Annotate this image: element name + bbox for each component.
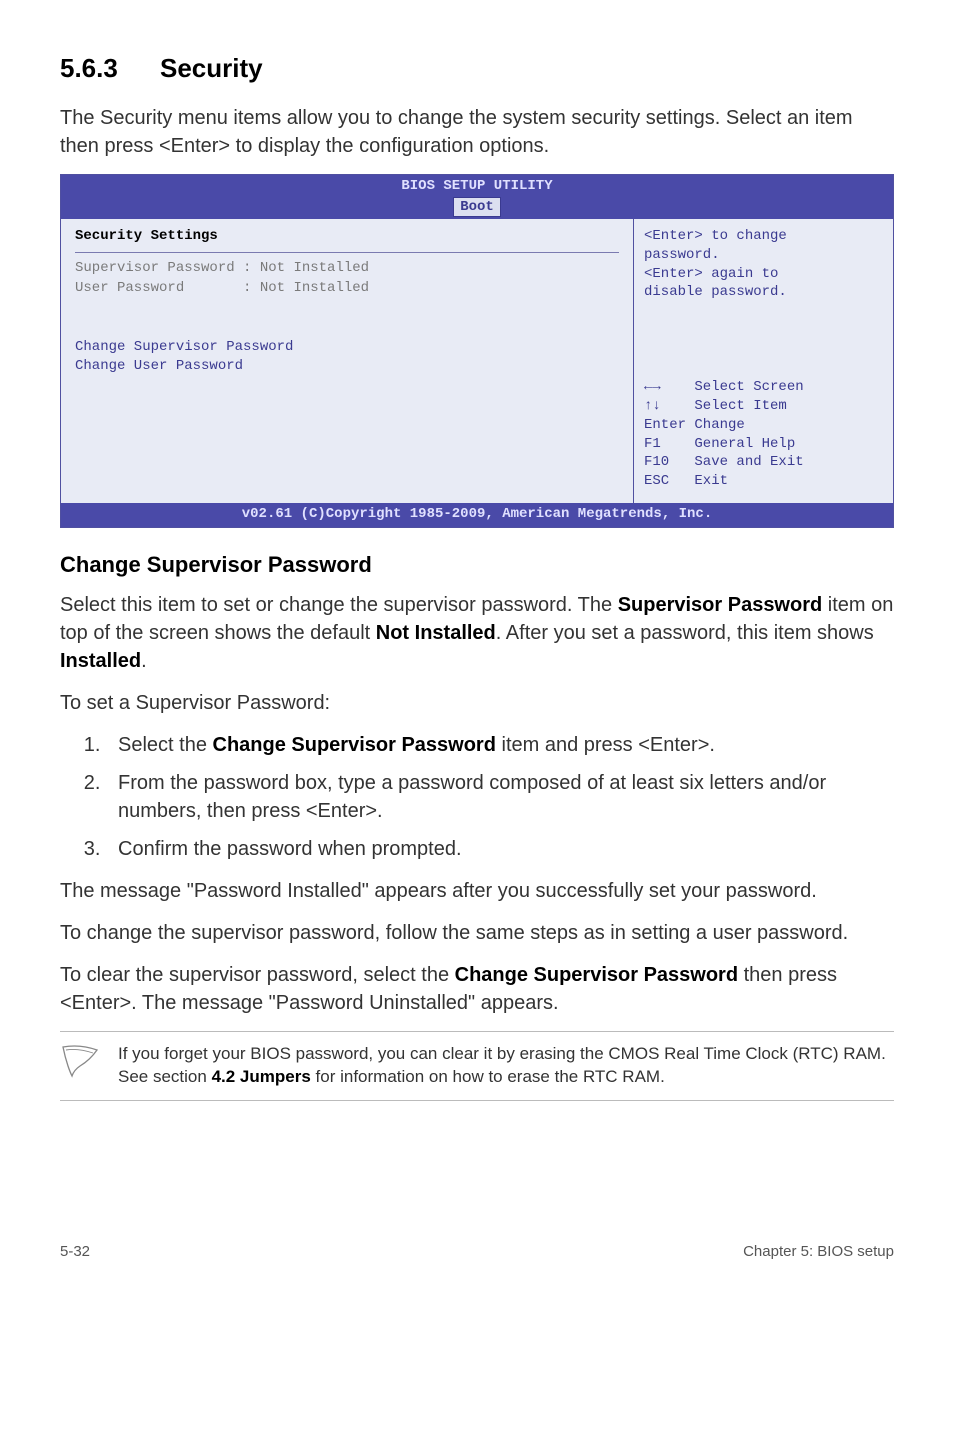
text-bold: Change Supervisor Password bbox=[213, 734, 496, 756]
text-bold: Not Installed bbox=[376, 622, 496, 644]
subheading-change-supervisor: Change Supervisor Password bbox=[60, 550, 894, 581]
bios-screenshot: BIOS SETUP UTILITY Boot Security Setting… bbox=[60, 174, 894, 527]
bios-sup-pw-value: Not Installed bbox=[260, 260, 369, 276]
note-block: If you forget your BIOS password, you ca… bbox=[60, 1031, 894, 1101]
bios-change-user: Change User Password bbox=[75, 358, 243, 374]
bios-nav-help: ←→ Select Screen ↑↓ Select Item Enter Ch… bbox=[644, 379, 804, 489]
step-1: Select the Change Supervisor Password it… bbox=[106, 731, 894, 759]
bios-tab-boot: Boot bbox=[453, 197, 501, 217]
text: Select this item to set or change the su… bbox=[60, 594, 618, 616]
bios-right-pane: <Enter> to change password. <Enter> agai… bbox=[633, 219, 893, 503]
text-bold: Change Supervisor Password bbox=[455, 964, 738, 986]
bios-section-title: Security Settings bbox=[75, 228, 218, 244]
step-2: From the password box, type a password c… bbox=[106, 769, 894, 825]
text-bold: Supervisor Password bbox=[618, 594, 823, 616]
section-title-text: Security bbox=[160, 53, 263, 83]
paragraph-2: To set a Supervisor Password: bbox=[60, 689, 894, 717]
bios-header: BIOS SETUP UTILITY Boot bbox=[61, 175, 893, 218]
note-text: If you forget your BIOS password, you ca… bbox=[118, 1042, 894, 1090]
page-number: 5-32 bbox=[60, 1241, 90, 1262]
paragraph-1: Select this item to set or change the su… bbox=[60, 591, 894, 675]
bios-header-title: BIOS SETUP UTILITY bbox=[401, 178, 552, 194]
bios-change-sup: Change Supervisor Password bbox=[75, 339, 293, 355]
chapter-label: Chapter 5: BIOS setup bbox=[743, 1241, 894, 1262]
page-footer: 5-32 Chapter 5: BIOS setup bbox=[60, 1241, 894, 1262]
steps-list: Select the Change Supervisor Password it… bbox=[60, 731, 894, 863]
text: for information on how to erase the RTC … bbox=[311, 1067, 665, 1086]
step-3: Confirm the password when prompted. bbox=[106, 835, 894, 863]
bios-footer: v02.61 (C)Copyright 1985-2009, American … bbox=[61, 503, 893, 527]
paragraph-3: The message "Password Installed" appears… bbox=[60, 877, 894, 905]
bios-sup-pw-label: Supervisor Password : bbox=[75, 260, 260, 276]
text: . bbox=[141, 650, 147, 672]
text-bold: Installed bbox=[60, 650, 141, 672]
section-number: 5.6.3 bbox=[60, 50, 160, 86]
text: To clear the supervisor password, select… bbox=[60, 964, 455, 986]
text: item and press <Enter>. bbox=[496, 734, 715, 756]
text: Select the bbox=[118, 734, 213, 756]
text: . After you set a password, this item sh… bbox=[496, 622, 874, 644]
bios-user-pw-value: Not Installed bbox=[260, 280, 369, 296]
note-icon bbox=[60, 1042, 100, 1090]
bios-help-text: <Enter> to change password. <Enter> agai… bbox=[644, 228, 787, 301]
section-heading: 5.6.3Security bbox=[60, 50, 894, 86]
text-bold: 4.2 Jumpers bbox=[212, 1067, 311, 1086]
intro-paragraph: The Security menu items allow you to cha… bbox=[60, 104, 894, 160]
bios-divider bbox=[75, 252, 619, 253]
paragraph-4: To change the supervisor password, follo… bbox=[60, 919, 894, 947]
bios-user-pw-label: User Password : bbox=[75, 280, 260, 296]
bios-left-pane: Security Settings Supervisor Password : … bbox=[61, 219, 633, 503]
paragraph-5: To clear the supervisor password, select… bbox=[60, 961, 894, 1017]
